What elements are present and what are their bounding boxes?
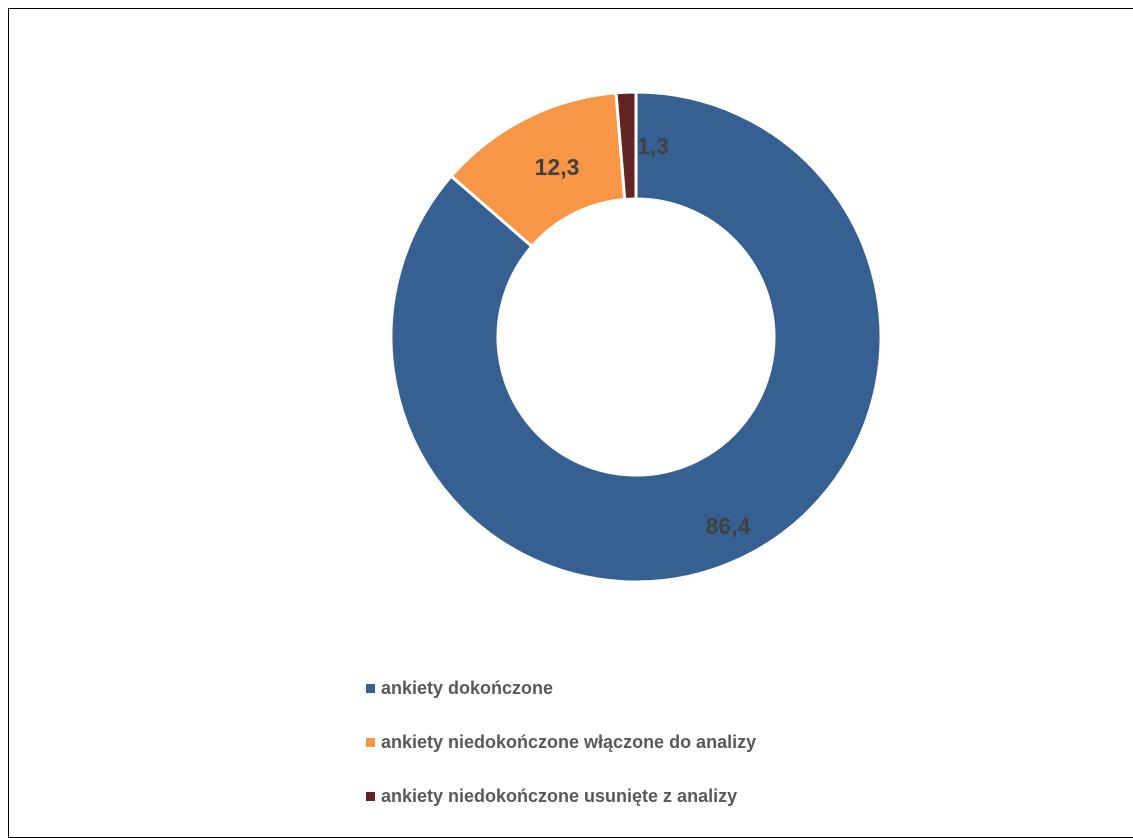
legend-swatch-icon [366, 737, 375, 747]
data-labels-group: 86,4 12,3 1,3 [535, 133, 751, 539]
data-label-wlaczone-do-analizy: 12,3 [535, 154, 580, 180]
legend-label: ankiety dokończone [381, 677, 554, 698]
legend-label: ankiety niedokończone włączone do analiz… [381, 731, 757, 752]
legend: ankiety dokończone ankiety niedokończone… [366, 675, 756, 837]
legend-swatch-icon [366, 683, 375, 693]
data-label-ankiety-dokonczone: 86,4 [706, 513, 751, 539]
legend-item-wlaczone-do-analizy: ankiety niedokończone włączone do analiz… [366, 729, 756, 755]
legend-item-ankiety-dokonczone: ankiety dokończone [366, 675, 756, 701]
slice-ankiety-dokonczone [389, 90, 883, 584]
legend-swatch-icon [366, 791, 375, 801]
legend-item-usuniete-z-analizy: ankiety niedokończone usunięte z analizy [366, 783, 756, 809]
slices-group [389, 90, 883, 584]
data-label-usuniete-z-analizy: 1,3 [637, 133, 669, 159]
legend-label: ankiety niedokończone usunięte z analizy [381, 785, 738, 806]
slice-usuniete-z-analizy [614, 90, 638, 202]
